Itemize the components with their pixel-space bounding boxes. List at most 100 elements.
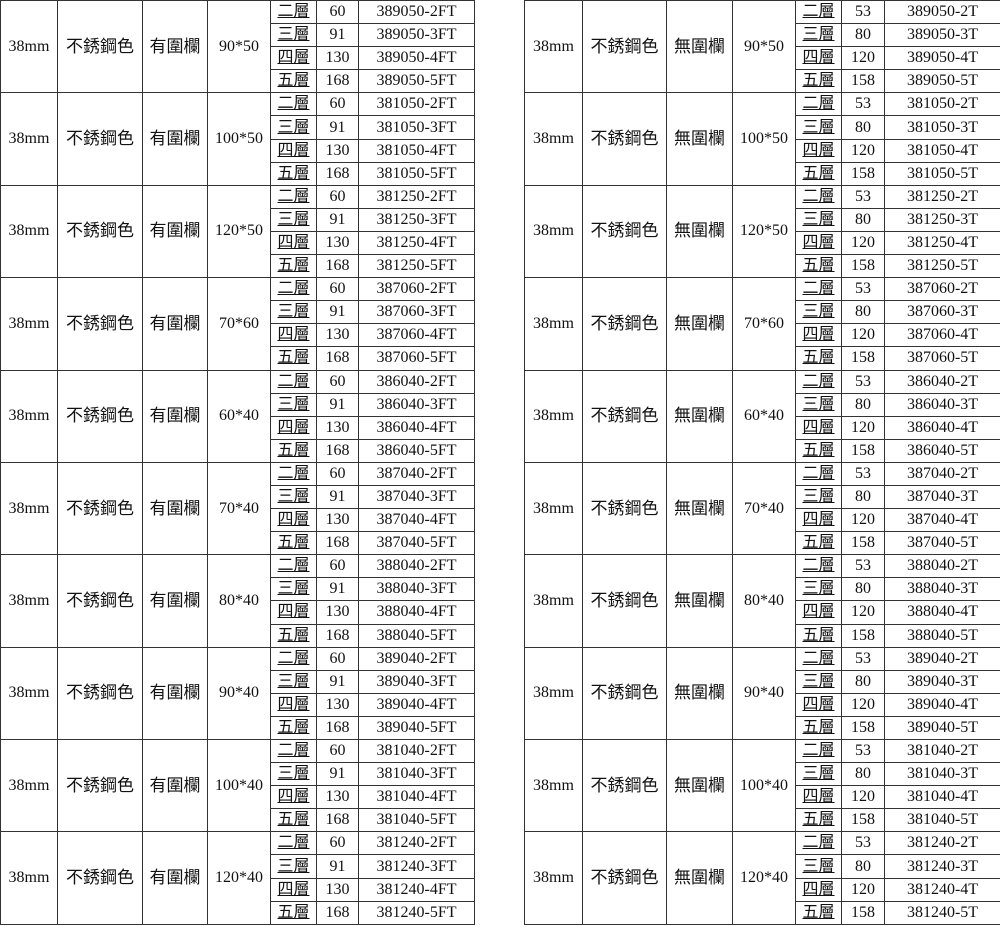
height-cell: 91 <box>316 669 359 694</box>
height-cell: 158 <box>841 69 885 94</box>
level-cell: 三層 <box>270 669 317 694</box>
level-cell: 二層 <box>795 646 842 671</box>
code-cell: 381250-2FT <box>358 184 475 209</box>
color-cell: 不銹鋼色 <box>57 554 143 648</box>
code-cell: 389050-5FT <box>358 69 475 94</box>
code-cell: 389040-2FT <box>358 646 475 671</box>
code-cell: 381240-3FT <box>358 854 475 879</box>
table-row: 四層 130 381050-4FT <box>1 138 475 163</box>
code-cell: 387040-2FT <box>358 461 475 486</box>
diameter-cell: 38mm <box>0 369 58 463</box>
table-row: 四層 120 381040-4T <box>525 785 1000 810</box>
height-cell: 158 <box>841 808 885 833</box>
level-cell: 五層 <box>795 623 842 648</box>
level-cell: 二層 <box>270 0 317 25</box>
table-row: 四層 120 386040-4T <box>525 415 1000 440</box>
height-cell: 53 <box>841 738 885 764</box>
table-row: 五層 158 381050-5T <box>525 161 1000 186</box>
code-cell: 387060-2FT <box>358 277 475 302</box>
height-cell: 53 <box>841 646 885 671</box>
level-cell: 四層 <box>270 323 317 348</box>
table-row: 三層 91 389050-3FT <box>1 23 475 48</box>
code-cell: 388040-3FT <box>358 577 475 602</box>
table-row: 38mm 不銹鋼色 有圍欄 70*60 二層 60 387060-2FT <box>0 277 475 371</box>
diameter-cell: 38mm <box>0 738 58 833</box>
rail-cell: 有圍欄 <box>142 0 208 94</box>
height-cell: 80 <box>841 207 885 232</box>
level-cell: 五層 <box>270 623 317 648</box>
color-cell: 不銹鋼色 <box>57 277 143 371</box>
diameter-cell: 38mm <box>524 738 583 833</box>
size-cell: 120*40 <box>732 831 796 925</box>
level-cell: 二層 <box>270 461 317 486</box>
color-cell: 不銹鋼色 <box>57 0 143 94</box>
color-cell: 不銹鋼色 <box>582 277 667 371</box>
code-cell: 381040-3T <box>884 762 1000 787</box>
code-cell: 387040-2T <box>884 461 1000 486</box>
height-cell: 80 <box>841 577 885 602</box>
code-cell: 389050-2T <box>884 0 1000 25</box>
code-cell: 388040-2FT <box>358 554 475 579</box>
rail-cell: 有圍欄 <box>142 277 208 371</box>
rail-cell: 無圍欄 <box>666 92 733 186</box>
height-cell: 130 <box>316 230 359 256</box>
level-cell: 五層 <box>270 438 317 463</box>
code-cell: 388040-5FT <box>358 623 475 648</box>
code-cell: 381040-4FT <box>358 785 475 810</box>
level-cell: 三層 <box>795 23 842 48</box>
height-cell: 60 <box>316 0 359 25</box>
height-cell: 130 <box>316 508 359 533</box>
code-cell: 387040-5FT <box>358 531 475 556</box>
rail-cell: 有圍欄 <box>142 92 208 186</box>
table-row: 四層 130 381040-4FT <box>1 785 475 810</box>
height-cell: 158 <box>841 438 885 463</box>
height-cell: 53 <box>841 369 885 394</box>
code-cell: 388040-2T <box>884 554 1000 579</box>
size-cell: 70*40 <box>207 461 271 556</box>
level-cell: 五層 <box>795 808 842 833</box>
level-cell: 五層 <box>270 161 317 186</box>
rail-cell: 無圍欄 <box>666 554 733 648</box>
size-cell: 100*40 <box>732 738 796 833</box>
level-cell: 二層 <box>795 0 842 25</box>
height-cell: 168 <box>316 254 359 279</box>
code-cell: 381050-2T <box>884 92 1000 117</box>
level-cell: 二層 <box>270 92 317 117</box>
height-cell: 158 <box>841 346 885 371</box>
product-table-with-railing: 38mm 不銹鋼色 有圍欄 90*50 二層 60 389050-2FT 三層 91 389050… <box>0 0 475 925</box>
code-cell: 388040-3T <box>884 577 1000 602</box>
color-cell: 不銹鋼色 <box>582 461 667 556</box>
level-cell: 二層 <box>270 831 317 856</box>
height-cell: 168 <box>316 715 359 741</box>
table-row: 五層 158 381040-5T <box>525 808 1000 833</box>
height-cell: 80 <box>841 392 885 417</box>
size-cell: 90*50 <box>207 0 271 94</box>
color-cell: 不銹鋼色 <box>582 0 667 94</box>
rail-cell: 有圍欄 <box>142 554 208 648</box>
level-cell: 四層 <box>795 508 842 533</box>
code-cell: 387060-4FT <box>358 323 475 348</box>
table-row: 38mm 不銹鋼色 無圍欄 60*40 二層 53 386040-2T <box>524 369 1000 463</box>
height-cell: 120 <box>841 600 885 625</box>
height-cell: 158 <box>841 715 885 741</box>
code-cell: 389040-5T <box>884 715 1000 741</box>
code-cell: 386040-3T <box>884 392 1000 417</box>
level-cell: 四層 <box>795 46 842 71</box>
height-cell: 53 <box>841 92 885 117</box>
height-cell: 91 <box>316 392 359 417</box>
table-row: 三層 80 387040-3T <box>525 484 1000 510</box>
table-row: 38mm 不銹鋼色 有圍欄 100*50 二層 60 381050-2FT <box>0 92 475 186</box>
level-cell: 二層 <box>795 831 842 856</box>
code-cell: 387060-5FT <box>358 346 475 371</box>
level-cell: 二層 <box>270 554 317 579</box>
level-cell: 四層 <box>795 600 842 625</box>
code-cell: 389050-2FT <box>358 0 475 25</box>
table-row: 四層 120 381240-4T <box>525 877 1000 902</box>
code-cell: 381240-5T <box>884 900 1000 925</box>
table-row: 三層 91 389040-3FT <box>1 669 475 694</box>
table-row: 四層 120 389040-4T <box>525 692 1000 717</box>
code-cell: 387040-5T <box>884 531 1000 556</box>
code-cell: 387060-2T <box>884 277 1000 302</box>
height-cell: 120 <box>841 415 885 440</box>
height-cell: 120 <box>841 323 885 348</box>
